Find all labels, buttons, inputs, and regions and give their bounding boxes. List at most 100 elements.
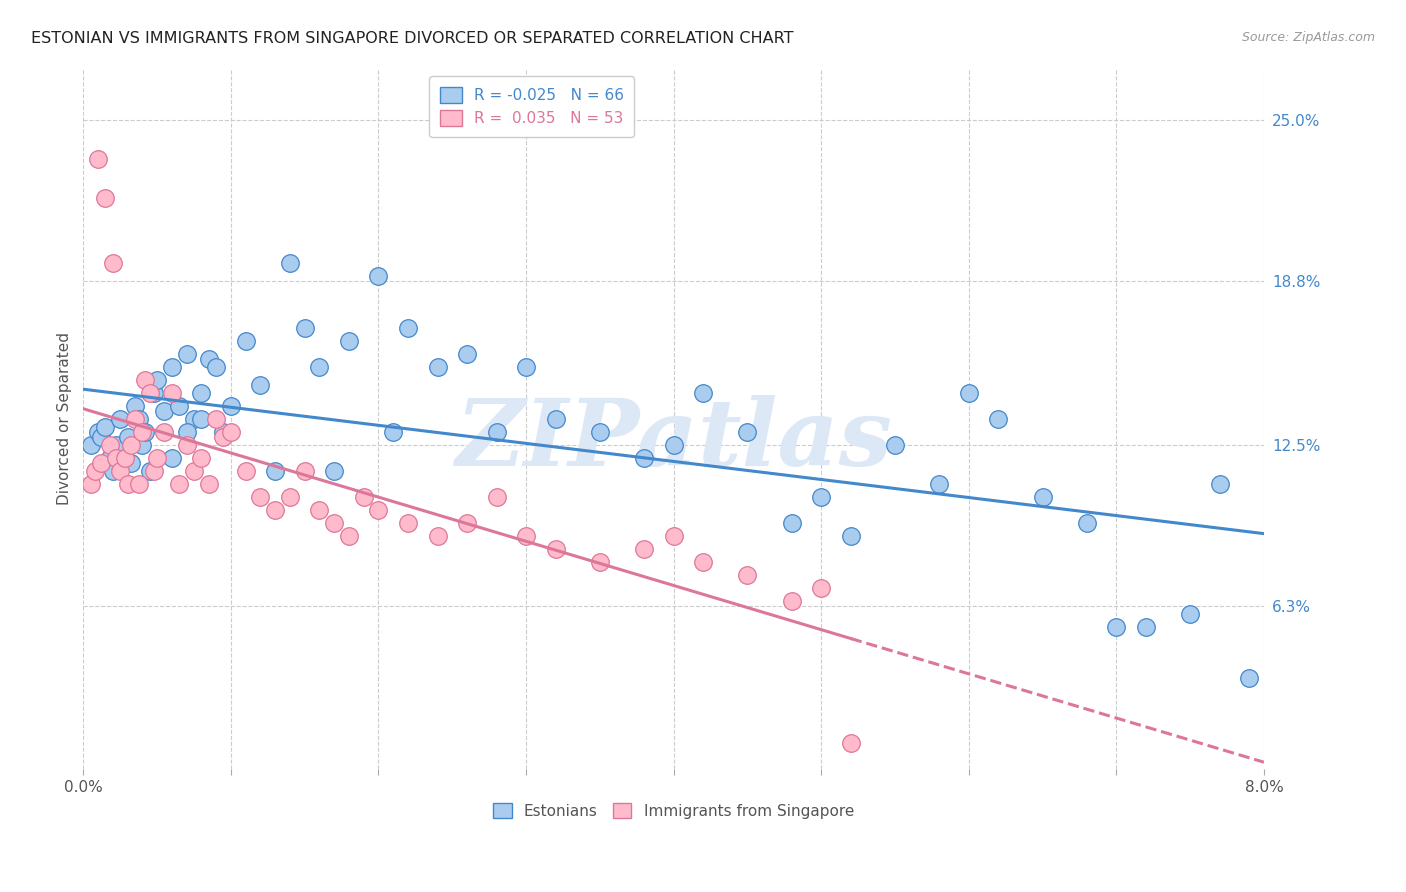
Point [294, 464, 316, 478]
Point [79, 476, 101, 491]
Point [131, 438, 153, 452]
Y-axis label: Divorced or Separated: Divorced or Separated [58, 333, 72, 506]
Point [337, 529, 360, 543]
Point [190, 386, 212, 401]
Point [176, 347, 198, 361]
Point [190, 450, 212, 465]
Point [1076, 516, 1098, 530]
Point [84, 464, 107, 478]
Point [120, 438, 142, 452]
Point [278, 490, 301, 504]
Point [308, 359, 330, 374]
Point [94, 191, 117, 205]
Point [1105, 619, 1128, 633]
Point [87, 153, 110, 167]
Point [108, 412, 131, 426]
Point [153, 425, 176, 439]
Point [146, 373, 169, 387]
Point [104, 438, 127, 452]
Point [515, 529, 537, 543]
Text: Source: ZipAtlas.com: Source: ZipAtlas.com [1241, 31, 1375, 45]
Point [308, 502, 330, 516]
Point [323, 464, 346, 478]
Point [249, 490, 271, 504]
Point [160, 386, 183, 401]
Point [138, 464, 160, 478]
Point [167, 399, 190, 413]
Point [176, 438, 198, 452]
Point [94, 419, 117, 434]
Point [117, 476, 139, 491]
Point [780, 516, 803, 530]
Point [382, 425, 405, 439]
Point [544, 412, 567, 426]
Legend: Estonians, Immigrants from Singapore: Estonians, Immigrants from Singapore [488, 797, 860, 825]
Point [124, 412, 146, 426]
Point [167, 476, 190, 491]
Point [108, 464, 131, 478]
Point [928, 476, 950, 491]
Point [205, 359, 228, 374]
Point [544, 541, 567, 556]
Point [839, 736, 862, 750]
Point [124, 399, 146, 413]
Point [134, 425, 156, 439]
Point [337, 334, 360, 348]
Point [131, 425, 153, 439]
Point [134, 373, 156, 387]
Point [264, 464, 287, 478]
Point [294, 321, 316, 335]
Point [485, 490, 508, 504]
Point [780, 593, 803, 607]
Point [323, 516, 346, 530]
Point [589, 555, 612, 569]
Point [114, 450, 136, 465]
Point [153, 404, 176, 418]
Point [176, 425, 198, 439]
Text: ESTONIAN VS IMMIGRANTS FROM SINGAPORE DIVORCED OR SEPARATED CORRELATION CHART: ESTONIAN VS IMMIGRANTS FROM SINGAPORE DI… [31, 31, 793, 46]
Point [1209, 476, 1232, 491]
Point [633, 541, 655, 556]
Point [235, 464, 257, 478]
Point [396, 516, 419, 530]
Point [264, 502, 287, 516]
Point [117, 430, 139, 444]
Point [104, 450, 127, 465]
Point [662, 438, 685, 452]
Point [212, 425, 235, 439]
Text: ZIPatlas: ZIPatlas [456, 395, 893, 485]
Point [1032, 490, 1054, 504]
Point [1135, 619, 1157, 633]
Point [120, 456, 142, 470]
Point [884, 438, 907, 452]
Point [143, 386, 166, 401]
Point [219, 425, 242, 439]
Point [456, 347, 478, 361]
Point [515, 359, 537, 374]
Point [589, 425, 612, 439]
Point [219, 399, 242, 413]
Point [426, 529, 449, 543]
Point [367, 502, 389, 516]
Point [633, 450, 655, 465]
Point [101, 256, 124, 270]
Point [278, 256, 301, 270]
Point [128, 412, 150, 426]
Point [98, 450, 121, 465]
Point [190, 412, 212, 426]
Point [737, 567, 759, 582]
Point [485, 425, 508, 439]
Point [987, 412, 1010, 426]
Point [160, 450, 183, 465]
Point [101, 464, 124, 478]
Point [456, 516, 478, 530]
Point [353, 490, 375, 504]
Point [87, 425, 110, 439]
Point [90, 430, 112, 444]
Point [235, 334, 257, 348]
Point [138, 386, 160, 401]
Point [839, 529, 862, 543]
Point [957, 386, 980, 401]
Point [98, 438, 121, 452]
Point [183, 464, 205, 478]
